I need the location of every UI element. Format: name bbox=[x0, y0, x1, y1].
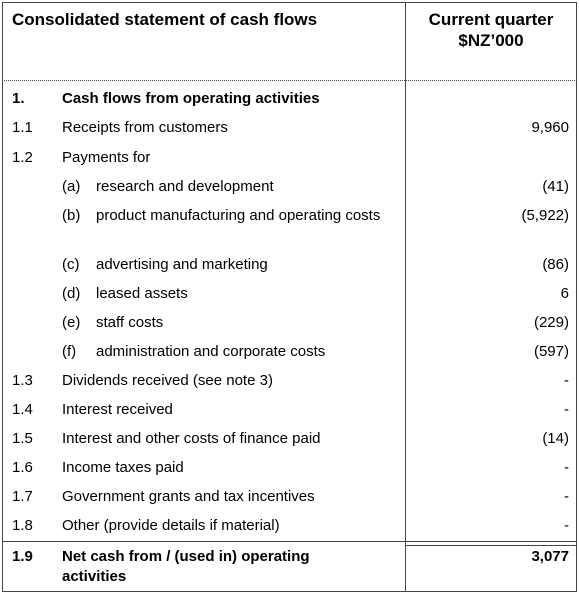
row-value: (229) bbox=[533, 314, 569, 331]
row-number: 1.3 bbox=[12, 372, 33, 389]
row-value: 6 bbox=[560, 285, 569, 302]
row-label: research and development bbox=[96, 178, 274, 195]
column-heading: $NZ’000 bbox=[458, 31, 524, 50]
row-value: (5,922) bbox=[521, 207, 569, 224]
item-marker: (f) bbox=[62, 343, 77, 360]
row-number: 1.8 bbox=[12, 517, 33, 534]
border bbox=[2, 591, 577, 592]
row-value: (86) bbox=[542, 256, 569, 273]
row-label: Cash flows from operating activities bbox=[62, 90, 320, 107]
row-label: advertising and marketing bbox=[96, 256, 268, 273]
border bbox=[2, 2, 3, 592]
row-value: (597) bbox=[533, 343, 569, 360]
row-number: 1.2 bbox=[12, 149, 33, 166]
item-marker: (d) bbox=[62, 285, 81, 302]
row-label: Income taxes paid bbox=[62, 459, 184, 476]
row-number: 1.5 bbox=[12, 430, 33, 447]
row-number: 1.1 bbox=[12, 119, 33, 136]
row-label: Net cash from / (used in) operating acti… bbox=[62, 548, 310, 585]
row-label: staff costs bbox=[96, 314, 164, 331]
total-rule bbox=[2, 541, 577, 542]
total-rule bbox=[405, 545, 577, 546]
row-value: - bbox=[564, 517, 569, 534]
header-rule bbox=[2, 80, 577, 81]
border bbox=[2, 2, 577, 3]
row-value: - bbox=[564, 488, 569, 505]
row-number: 1. bbox=[12, 90, 25, 107]
row-value: 3,077 bbox=[531, 548, 569, 565]
column-heading: Current quarter bbox=[428, 10, 554, 29]
row-number: 1.9 bbox=[12, 548, 33, 565]
row-label: administration and corporate costs bbox=[96, 343, 326, 360]
item-marker: (c) bbox=[62, 256, 80, 273]
row-label: product manufacturing and operating cost… bbox=[96, 207, 381, 224]
item-marker: (a) bbox=[62, 178, 81, 195]
row-label: Government grants and tax incentives bbox=[62, 488, 315, 505]
row-label: Dividends received (see note 3) bbox=[62, 372, 273, 389]
row-label: Interest and other costs of finance paid bbox=[62, 430, 321, 447]
row-number: 1.4 bbox=[12, 401, 33, 418]
row-label: Receipts from customers bbox=[62, 119, 228, 136]
item-marker: (b) bbox=[62, 207, 81, 224]
row-value: - bbox=[564, 401, 569, 418]
row-label: Interest received bbox=[62, 401, 173, 418]
border bbox=[576, 2, 577, 592]
statement-title: Consolidated statement of cash flows bbox=[12, 10, 318, 29]
row-label: Other (provide details if material) bbox=[62, 517, 280, 534]
column-divider bbox=[405, 2, 406, 592]
row-number: 1.7 bbox=[12, 488, 33, 505]
row-label: leased assets bbox=[96, 285, 188, 302]
row-number: 1.6 bbox=[12, 459, 33, 476]
item-marker: (e) bbox=[62, 314, 81, 331]
row-value: (14) bbox=[542, 430, 569, 447]
row-value: - bbox=[564, 372, 569, 389]
row-value: - bbox=[564, 459, 569, 476]
row-value: 9,960 bbox=[531, 119, 569, 136]
row-label: Payments for bbox=[62, 149, 151, 166]
row-value: (41) bbox=[542, 178, 569, 195]
